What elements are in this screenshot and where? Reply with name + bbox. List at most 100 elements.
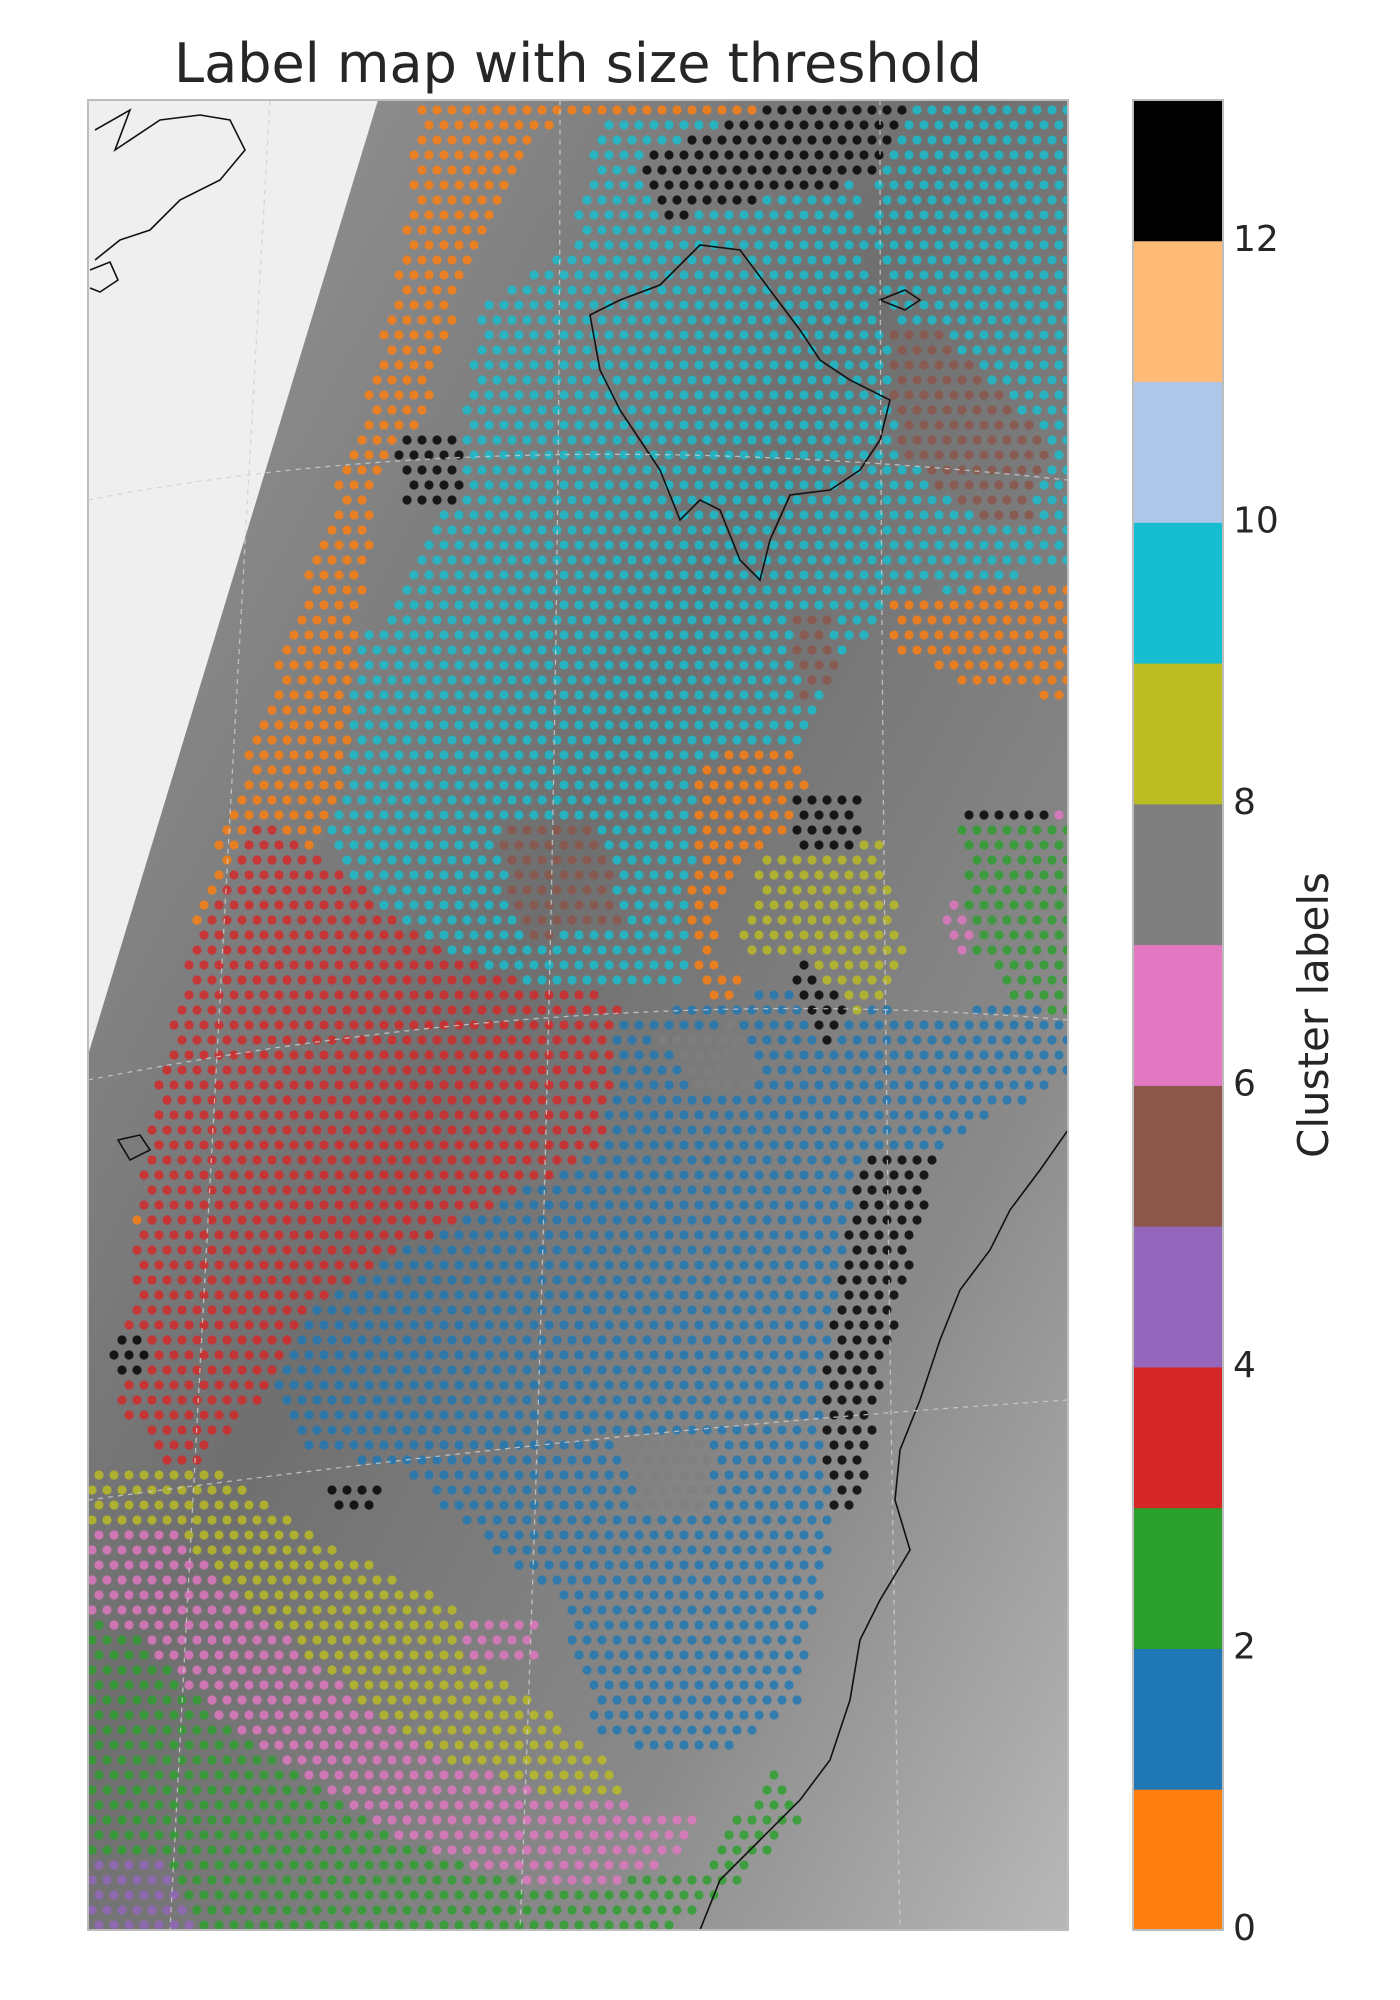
cluster-dot-3	[229, 1230, 239, 1240]
cluster-dot-1	[679, 1140, 689, 1150]
cluster-dot-1	[717, 1125, 727, 1135]
cluster-dot-9	[507, 795, 517, 805]
cluster-dot-3	[282, 945, 292, 955]
cluster-dot-1	[717, 1275, 727, 1285]
cluster-dot-1	[664, 1230, 674, 1240]
cluster-dot-9	[1062, 105, 1068, 115]
cluster-dot-12	[844, 810, 854, 820]
cluster-dot-1	[574, 1590, 584, 1600]
cluster-dot-9	[807, 435, 817, 445]
cluster-dot-9	[642, 885, 652, 895]
cluster-dot-9	[1009, 240, 1019, 250]
cluster-dot-9	[522, 765, 532, 775]
cluster-dot-9	[417, 645, 427, 655]
cluster-dot-7	[657, 1485, 667, 1495]
cluster-dot-9	[657, 825, 667, 835]
cluster-dot-9	[409, 630, 419, 640]
cluster-dot-1	[762, 1155, 772, 1165]
cluster-dot-8	[169, 1500, 179, 1510]
cluster-dot-1	[777, 1305, 787, 1315]
cluster-dot-1	[514, 1530, 524, 1540]
cluster-dot-1	[852, 1035, 862, 1045]
cluster-dot-8	[154, 1470, 164, 1480]
cluster-dot-3	[222, 1215, 232, 1225]
cluster-dot-1	[582, 1365, 592, 1375]
cluster-dot-12	[814, 180, 824, 190]
cluster-dot-0	[1009, 600, 1019, 610]
cluster-dot-3	[192, 975, 202, 985]
cluster-dot-1	[904, 1050, 914, 1060]
cluster-dot-12	[822, 1005, 832, 1015]
cluster-dot-1	[747, 1605, 757, 1615]
cluster-dot-1	[342, 1365, 352, 1375]
cluster-dot-2	[147, 1695, 157, 1705]
cluster-dot-1	[582, 1245, 592, 1255]
cluster-dot-9	[732, 465, 742, 475]
cluster-dot-9	[754, 720, 764, 730]
cluster-dot-8	[882, 975, 892, 985]
cluster-dot-9	[784, 630, 794, 640]
cluster-dot-0	[259, 750, 269, 760]
cluster-dot-3	[432, 1095, 442, 1105]
cluster-dot-2	[162, 1695, 172, 1705]
cluster-dot-3	[244, 1320, 254, 1330]
cluster-dot-9	[1039, 150, 1049, 160]
cluster-dot-9	[619, 930, 629, 940]
cluster-dot-3	[177, 1425, 187, 1435]
cluster-dot-3	[349, 990, 359, 1000]
cluster-dot-9	[1009, 270, 1019, 280]
cluster-dot-9	[634, 240, 644, 250]
cluster-dot-9	[709, 390, 719, 400]
cluster-dot-9	[439, 720, 449, 730]
cluster-dot-1	[672, 1125, 682, 1135]
cluster-dot-12	[852, 1485, 862, 1495]
cluster-dot-9	[679, 270, 689, 280]
cluster-dot-5	[919, 330, 929, 340]
cluster-dot-1	[582, 1215, 592, 1225]
cluster-dot-9	[424, 660, 434, 670]
cluster-dot-1	[807, 1425, 817, 1435]
cluster-dot-3	[229, 1170, 239, 1180]
cluster-dot-0	[694, 840, 704, 850]
cluster-dot-1	[799, 1050, 809, 1060]
cluster-dot-7	[672, 1455, 682, 1465]
cluster-dot-8	[297, 1545, 307, 1555]
cluster-dot-9	[709, 240, 719, 250]
cluster-dot-2	[132, 1635, 142, 1645]
cluster-dot-12	[874, 1200, 884, 1210]
cluster-dot-2	[1054, 840, 1064, 850]
cluster-dot-0	[237, 795, 247, 805]
cluster-dot-1	[732, 1545, 742, 1555]
cluster-dot-1	[739, 1410, 749, 1420]
cluster-dot-9	[514, 360, 524, 370]
cluster-dot-9	[994, 270, 1004, 280]
cluster-dot-0	[387, 405, 397, 415]
cluster-dot-9	[439, 600, 449, 610]
cluster-dot-0	[949, 630, 959, 640]
cluster-dot-9	[514, 600, 524, 610]
cluster-dot-5	[559, 840, 569, 850]
cluster-dot-3	[229, 960, 239, 970]
cluster-dot-3	[582, 1095, 592, 1105]
cluster-dot-0	[304, 720, 314, 730]
cluster-dot-1	[972, 1005, 982, 1015]
cluster-dot-9	[664, 360, 674, 370]
cluster-dot-0	[409, 330, 419, 340]
cluster-dot-9	[417, 585, 427, 595]
cluster-dot-3	[267, 975, 277, 985]
cluster-dot-8	[304, 1530, 314, 1540]
cluster-dot-1	[754, 1080, 764, 1090]
cluster-dot-9	[874, 480, 884, 490]
cluster-dot-9	[484, 390, 494, 400]
cluster-dot-9	[612, 315, 622, 325]
cluster-dot-5	[559, 870, 569, 880]
cluster-dot-8	[274, 1530, 284, 1540]
cluster-dot-1	[634, 1410, 644, 1420]
cluster-dot-9	[657, 795, 667, 805]
cluster-dot-0	[319, 780, 329, 790]
cluster-dot-3	[229, 1200, 239, 1210]
cluster-dot-9	[664, 540, 674, 550]
cluster-dot-0	[477, 225, 487, 235]
cluster-dot-9	[619, 630, 629, 640]
cluster-dot-3	[289, 1020, 299, 1030]
